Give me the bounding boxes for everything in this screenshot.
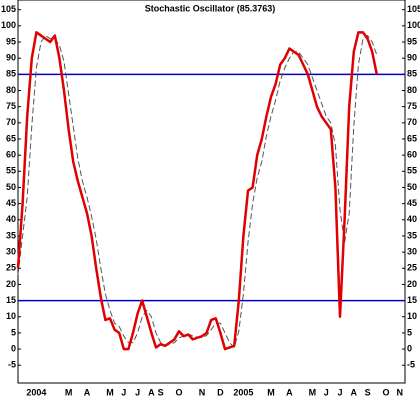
y-tick-label: 90 — [6, 53, 16, 63]
x-tick-label: M — [106, 387, 114, 397]
y-tick-label: 25 — [6, 263, 16, 273]
y-tick-label: 45 — [6, 198, 16, 208]
y-tick-label-right: 105 — [407, 4, 420, 14]
y-tick-label: 100 — [1, 20, 16, 30]
x-tick-label: M — [65, 387, 73, 397]
x-tick-label: 2005 — [233, 387, 253, 397]
y-tick-label: 50 — [6, 182, 16, 192]
y-tick-label: 30 — [6, 246, 16, 256]
y-tick-label-right: 85 — [407, 69, 417, 79]
x-tick-label: A — [351, 387, 358, 397]
x-tick-label: A — [148, 387, 155, 397]
y-tick-label: 65 — [6, 133, 16, 143]
y-tick-label-right: -5 — [407, 360, 415, 370]
x-tick-label: J — [324, 387, 329, 397]
x-tick-label: O — [175, 387, 182, 397]
x-tick-label: O — [382, 387, 389, 397]
y-tick-label-right: 80 — [407, 85, 417, 95]
y-tick-label-right: 35 — [407, 230, 417, 240]
y-tick-label-right: 20 — [407, 279, 417, 289]
y-tick-label: 70 — [6, 117, 16, 127]
y-tick-label-right: 50 — [407, 182, 417, 192]
y-tick-label-right: 65 — [407, 133, 417, 143]
y-tick-label-right: 75 — [407, 101, 417, 111]
y-tick-label-right: 55 — [407, 166, 417, 176]
y-tick-label: 15 — [6, 295, 16, 305]
y-tick-label: 105 — [1, 4, 16, 14]
y-tick-label-right: 15 — [407, 295, 417, 305]
y-tick-label: 85 — [6, 69, 16, 79]
x-tick-label: M — [309, 387, 317, 397]
y-tick-label: -5 — [8, 360, 16, 370]
oscillator-line — [16, 31, 379, 351]
x-tick-label: A — [286, 387, 293, 397]
y-tick-label: 75 — [6, 101, 16, 111]
x-tick-label: M — [267, 387, 275, 397]
y-tick-label-right: 100 — [407, 20, 420, 30]
y-tick-label-right: 60 — [407, 150, 417, 160]
y-tick-label: 40 — [6, 214, 16, 224]
x-tick-label: D — [217, 387, 224, 397]
y-tick-label-right: 40 — [407, 214, 417, 224]
chart-title: Stochastic Oscillator (85.3763) — [145, 3, 276, 13]
y-tick-label-right: 95 — [407, 36, 417, 46]
y-tick-label: 5 — [11, 327, 16, 337]
y-tick-label: 35 — [6, 230, 16, 240]
x-tick-label: A — [84, 387, 91, 397]
x-tick-label: N — [199, 387, 206, 397]
y-tick-label: 20 — [6, 279, 16, 289]
y-tick-label: 95 — [6, 36, 16, 46]
x-tick-label: N — [397, 387, 404, 397]
y-tick-label: 60 — [6, 150, 16, 160]
y-tick-label: 10 — [6, 311, 16, 321]
y-tick-label: 0 — [11, 343, 16, 353]
y-tick-label-right: 5 — [407, 327, 412, 337]
y-tick-label-right: 30 — [407, 246, 417, 256]
x-tick-label: S — [158, 387, 164, 397]
x-tick-label: J — [121, 387, 126, 397]
x-tick-label: S — [365, 387, 371, 397]
y-tick-label: 55 — [6, 166, 16, 176]
y-tick-label-right: 0 — [407, 343, 412, 353]
x-tick-label: J — [135, 387, 140, 397]
x-tick-label: 2004 — [26, 387, 46, 397]
y-tick-label-right: 25 — [407, 263, 417, 273]
y-tick-label: 80 — [6, 85, 16, 95]
y-tick-label-right: 90 — [407, 53, 417, 63]
y-tick-label-right: 70 — [407, 117, 417, 127]
y-tick-label-right: 10 — [407, 311, 417, 321]
y-tick-label-right: 45 — [407, 198, 417, 208]
x-tick-label: J — [337, 387, 342, 397]
